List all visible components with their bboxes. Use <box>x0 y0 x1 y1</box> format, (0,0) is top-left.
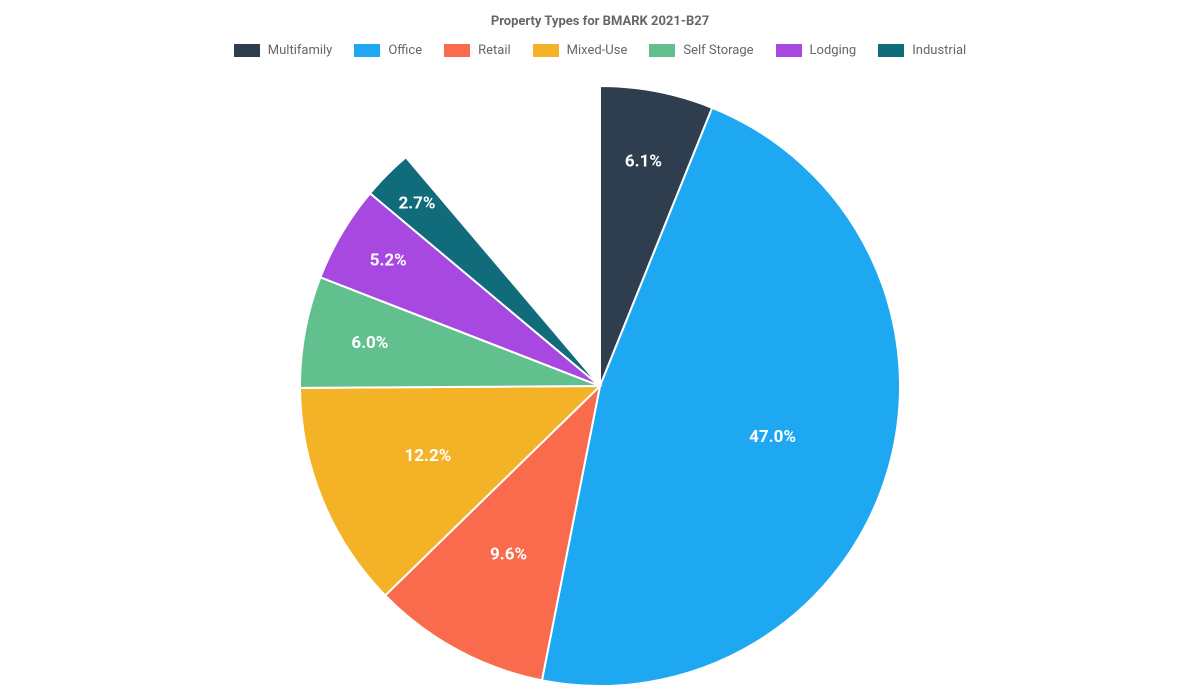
legend-swatch <box>354 44 380 57</box>
legend-label: Industrial <box>912 43 966 58</box>
legend-swatch <box>444 44 470 57</box>
chart-legend: Multifamily Office Retail Mixed-Use Self Sto… <box>0 43 1200 58</box>
legend-label: Self Storage <box>683 43 753 58</box>
chart-container: Property Types for BMARK 2021-B27 Multif… <box>0 0 1200 700</box>
slice-label: 5.2% <box>370 250 407 270</box>
legend-swatch <box>878 44 904 57</box>
legend-swatch <box>533 44 559 57</box>
slice-label: 9.6% <box>490 544 527 564</box>
slice-label: 47.0% <box>749 427 796 447</box>
legend-label: Lodging <box>810 43 857 58</box>
legend-label: Mixed-Use <box>567 43 628 58</box>
legend-item[interactable]: Multifamily <box>234 43 333 58</box>
legend-swatch <box>234 44 260 57</box>
pie-chart: 6.1% 47.0% 9.6% 12.2% 6.0% 5.2% 2.7% <box>296 82 904 690</box>
slice-label: 6.1% <box>625 152 662 172</box>
legend-swatch <box>649 44 675 57</box>
legend-item[interactable]: Self Storage <box>649 43 753 58</box>
slice-label: 6.0% <box>351 333 388 353</box>
legend-label: Office <box>388 43 422 58</box>
slice-label: 12.2% <box>405 446 452 466</box>
legend-label: Retail <box>478 43 511 58</box>
legend-item[interactable]: Mixed-Use <box>533 43 628 58</box>
legend-label: Multifamily <box>268 43 333 58</box>
chart-title: Property Types for BMARK 2021-B27 <box>0 0 1200 29</box>
legend-item[interactable]: Lodging <box>776 43 857 58</box>
legend-item[interactable]: Retail <box>444 43 511 58</box>
slice-label: 2.7% <box>398 194 435 214</box>
legend-item[interactable]: Industrial <box>878 43 966 58</box>
legend-item[interactable]: Office <box>354 43 422 58</box>
legend-swatch <box>776 44 802 57</box>
